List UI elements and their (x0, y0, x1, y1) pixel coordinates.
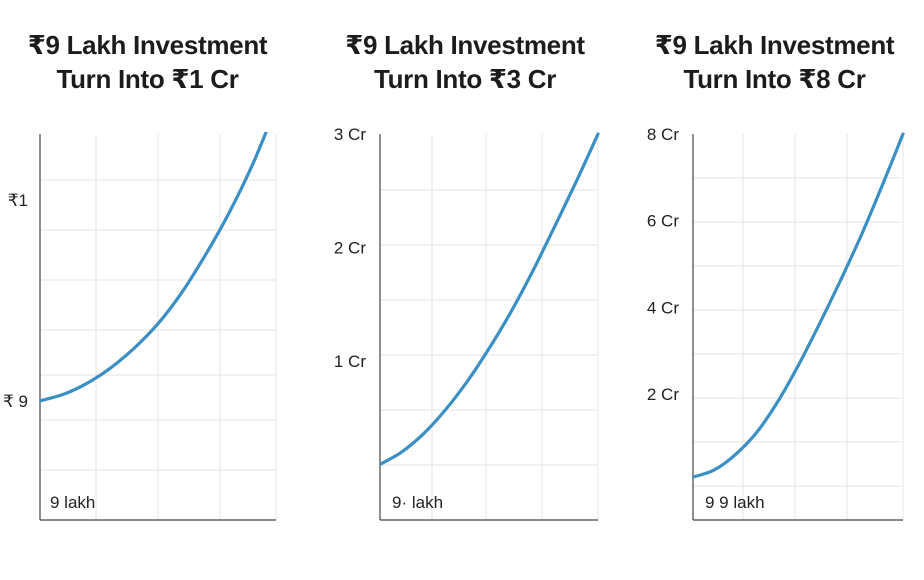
chart-title: ₹9 Lakh Investment Turn Into ₹3 Cr (310, 28, 620, 96)
growth-series-line (40, 132, 268, 403)
y-tick-label: 2 Cr (647, 385, 679, 404)
growth-series-line (380, 132, 600, 466)
chart-title-line-2: Turn Into ₹1 Cr (56, 64, 239, 94)
chart-title-line-1: ₹9 Lakh Investment (654, 30, 895, 60)
gridlines (693, 134, 904, 520)
chart-title: ₹9 Lakh Investment Turn Into ₹8 Cr (625, 28, 924, 96)
baseline-label: 9· lakh (392, 493, 443, 512)
line-chart-8cr: 8 Cr 6 Cr 4 Cr 2 Cr 9 9 lakh (647, 125, 905, 521)
y-tick-label: 1 Cr (334, 352, 366, 371)
line-chart-1cr: ₹1 ₹ 9 9 lakh (3, 132, 277, 521)
y-tick-label: ₹ 9 (3, 392, 28, 411)
y-tick-label: 4 Cr (647, 298, 679, 317)
chart-panel-3cr: ₹9 Lakh Investment Turn Into ₹3 Cr 3 Cr 2… (310, 0, 620, 580)
chart-title-line-2: Turn Into ₹3 Cr (373, 64, 557, 94)
gridlines (380, 134, 599, 520)
gridlines (40, 134, 277, 520)
growth-series-line (693, 132, 905, 479)
chart-title: ₹9 Lakh Investment Turn Into ₹1 Cr (0, 28, 295, 96)
y-tick-label: 2 Cr (334, 239, 366, 258)
y-tick-label: 6 Cr (647, 212, 679, 231)
baseline-label: 9 lakh (50, 493, 95, 512)
y-tick-label: ₹1 (8, 191, 28, 210)
line-chart-3cr: 3 Cr 2 Cr 1 Cr 9· lakh (334, 125, 600, 521)
chart-panel-8cr: ₹9 Lakh Investment Turn Into ₹8 Cr 8 Cr 6… (625, 0, 924, 580)
chart-title-line-2: Turn Into ₹8 Cr (683, 64, 866, 94)
chart-title-line-1: ₹9 Lakh Investment (27, 30, 268, 60)
chart-title-line-1: ₹9 Lakh Investment (345, 30, 585, 60)
chart-panel-1cr: ₹9 Lakh Investment Turn Into ₹1 Cr ₹1 ₹ 9… (0, 0, 295, 580)
y-tick-label: 3 Cr (334, 125, 366, 144)
baseline-label: 9 9 lakh (705, 493, 765, 512)
y-tick-label: 8 Cr (647, 125, 679, 144)
